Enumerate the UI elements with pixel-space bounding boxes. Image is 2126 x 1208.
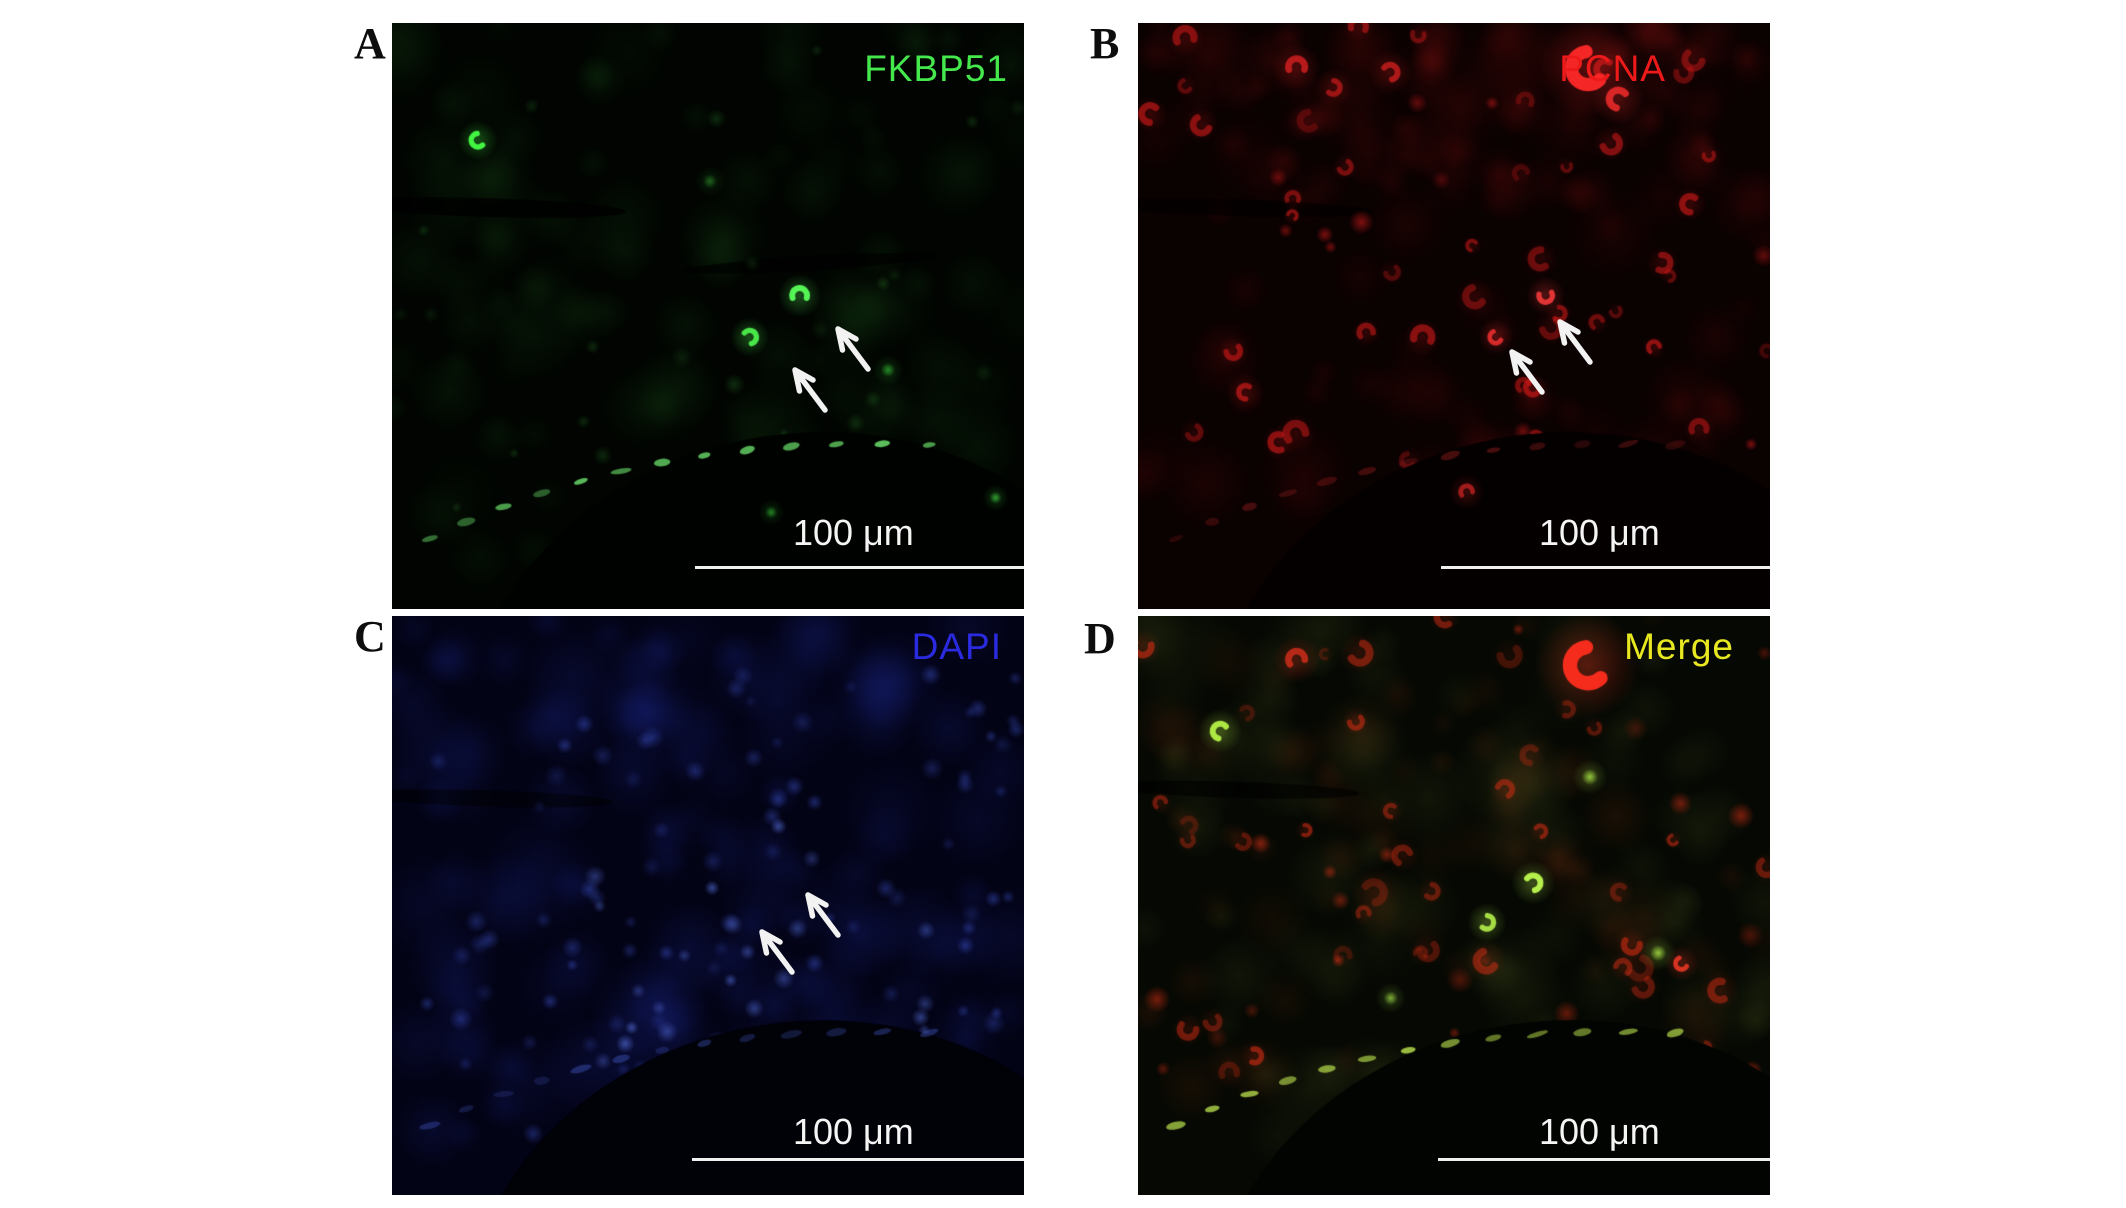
scale-bar-label: 100 μm <box>1538 512 1660 554</box>
scale-bar <box>1438 1157 1770 1161</box>
micrograph-panel-merge: Merge 100 μm <box>1138 616 1770 1195</box>
scale-bar-label: 100 μm <box>792 512 914 554</box>
marker-label-pcna: PCNA <box>1559 48 1666 89</box>
micrograph-image-fkbp51 <box>392 23 1024 609</box>
panel-label-a: A <box>354 19 386 68</box>
scale-bar-label: 100 μm <box>1538 1110 1660 1152</box>
micrograph-image-dapi <box>392 616 1024 1195</box>
scale-bar <box>692 1157 1024 1161</box>
micrograph-image-pcna <box>1138 23 1770 609</box>
marker-label-dapi: DAPI <box>911 626 1002 667</box>
micrograph-panel-fkbp51: FKBP51 100 μm <box>392 23 1024 609</box>
marker-label-merge: Merge <box>1624 626 1734 667</box>
micrograph-panel-dapi: DAPI 100 μm <box>392 616 1024 1195</box>
panel-label-b: B <box>1090 19 1120 68</box>
marker-label-fkbp51: FKBP51 <box>864 48 1008 89</box>
scale-bar <box>1441 565 1770 569</box>
scale-bar <box>695 565 1024 569</box>
micrograph-panel-pcna: PCNA 100 μm <box>1138 23 1770 609</box>
scale-bar-label: 100 μm <box>792 1110 914 1152</box>
micrograph-image-merge <box>1138 616 1770 1195</box>
panel-label-c: C <box>354 612 386 661</box>
panel-label-d: D <box>1084 614 1116 663</box>
